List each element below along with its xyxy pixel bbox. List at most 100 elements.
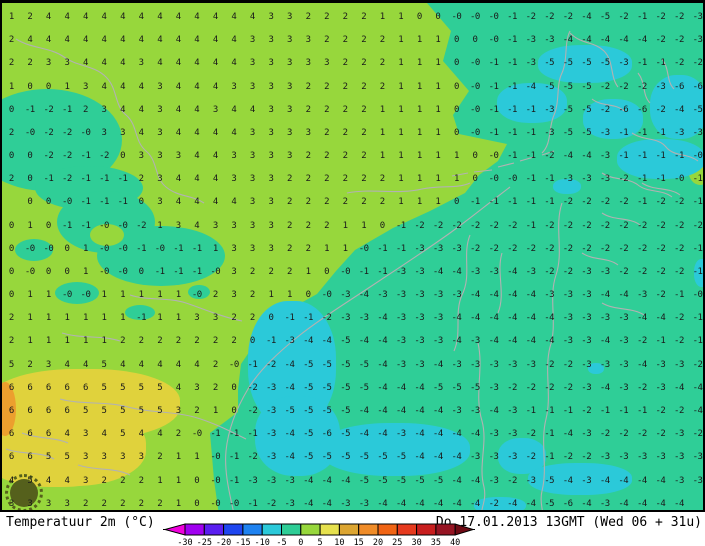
grid-value: 2: [324, 35, 330, 46]
grid-value: -4: [284, 382, 295, 393]
grid-value: 3: [287, 11, 292, 22]
grid-value: -5: [544, 475, 555, 486]
grid-value: 0: [194, 498, 200, 509]
grid-value: 1: [212, 406, 218, 417]
grid-value: -3: [581, 174, 592, 185]
colorbar-tick-label: -5: [276, 538, 286, 546]
grid-value: 2: [379, 35, 385, 46]
grid-value: -4: [414, 406, 425, 417]
grid-value: 4: [194, 58, 200, 69]
grid-value: 1: [453, 174, 459, 185]
grid-value: -1: [507, 11, 517, 22]
colorbar-tick-label: 40: [450, 538, 460, 546]
grid-row: 6 6 6 6 5 5 5 5 5 3 2 1 0 -2 -3 -5 -5 -5 -5 -4 -4 -4 -4 -4 -3 -3-…: [2, 399, 703, 422]
grid-value: 4: [64, 359, 70, 370]
grid-value: 4: [83, 58, 88, 69]
grid-value: -2: [507, 475, 517, 486]
grid-value: -3: [488, 475, 499, 486]
coastline-path: [451, 150, 555, 177]
grid-value: 0: [45, 266, 51, 277]
grid-value: -1: [228, 429, 239, 440]
grid-row: 0 0 -2 -2 -1 -2 0 3 3 3 4 4 3 3 3 3 2 2 2 2 1 1 1 1 1 0 -0 -1 -1 -2 -4…: [2, 144, 703, 167]
grid-value: -1: [525, 174, 536, 185]
grid-value: -5: [358, 452, 369, 463]
grid-value: -2: [655, 266, 666, 277]
grid-row: 6 6 6 6 6 5 5 5 5 4 3 2 0 -2 -3 -4 -5 -5 -5 -5 -4 -4 -4 -5 -5 -5-…: [2, 376, 703, 399]
grid-value: -5: [358, 382, 369, 393]
grid-value: -3: [451, 406, 462, 417]
grid-value: -4: [562, 475, 573, 486]
grid-value: -2: [674, 313, 684, 324]
grid-value: 0: [8, 243, 14, 254]
grid-value: -1: [228, 475, 239, 486]
grid-value: -1: [191, 266, 202, 277]
grid-value: 2: [342, 35, 348, 46]
grid-value: -3: [432, 243, 443, 254]
grid-value: 4: [249, 104, 255, 115]
grid-value: -0: [228, 498, 239, 509]
grid-value: -3: [655, 452, 666, 463]
grid-value: -2: [674, 336, 684, 347]
grid-value: -1: [655, 174, 666, 185]
grid-value: -3: [636, 452, 647, 463]
grid-value: -2: [674, 243, 684, 254]
grid-value: 2: [305, 151, 311, 162]
grid-value: 0: [453, 58, 459, 69]
grid-value: -1: [544, 429, 555, 440]
grid-row: 2 0 -1 -2 -1 -1 -1 2 3 4 4 4 3 3 3 2 2 2 2 2 2 1 1 1 1 0 -0 -0 -1 -1-…: [2, 168, 703, 191]
grid-value: -3: [618, 359, 629, 370]
grid-value: -2: [562, 452, 573, 463]
grid-value: -4: [618, 498, 629, 509]
grid-value: 4: [138, 127, 144, 138]
grid-value: 3: [8, 498, 14, 509]
grid-row: 0 0 -0 -1 -1 -1 0 3 4 4 4 4 3 3 2 2 2 2 2 2 1 1 1 0 -1 -1 -1 -1 -1 -2…: [2, 191, 703, 214]
grid-value: -3: [266, 406, 276, 417]
grid-value: -4: [451, 452, 462, 463]
grid-value: -0: [191, 290, 202, 301]
grid-value: 1: [287, 290, 292, 301]
grid-value: -1: [117, 174, 128, 185]
grid-value: -2: [544, 266, 555, 277]
grid-value: -4: [562, 151, 573, 162]
grid-value: 4: [45, 35, 51, 46]
grid-row: 2 2 3 3 4 4 4 3 4 4 4 4 4 3 3 3 3 3 2 2 2 1 1 1 0 -0 -1 -1 -3 -5 -5 -5-…: [2, 52, 703, 75]
grid-value: -3: [562, 313, 573, 324]
grid-value: 4: [175, 197, 181, 208]
grid-value: -5: [599, 58, 610, 69]
grid-value: 3: [231, 290, 237, 301]
grid-value: 1: [416, 151, 422, 162]
grid-value: 1: [398, 58, 404, 69]
grid-value: -3: [692, 452, 703, 463]
grid-value: -3: [470, 266, 480, 277]
grid-value: -4: [358, 406, 369, 417]
grid-value: -3: [414, 336, 425, 347]
grid-value: 1: [398, 104, 404, 115]
temperature-value-grid: 1 2 4 4 4 4 4 4 4 4 4 4 4 4 3 3 2 2 2 2 1 1 0 0 -0 -0 -0 -1 -2 -2 -2 -4…: [2, 3, 703, 510]
grid-value: -2: [636, 429, 647, 440]
grid-value: 1: [398, 35, 404, 46]
coastline-path: [601, 132, 699, 198]
grid-value: 2: [83, 498, 88, 509]
grid-value: -4: [692, 406, 703, 417]
grid-value: -4: [618, 475, 629, 486]
grid-value: 2: [138, 174, 144, 185]
grid-value: -3: [395, 313, 406, 324]
grid-value: -0: [470, 127, 480, 138]
grid-value: -1: [655, 58, 666, 69]
grid-value: 1: [27, 290, 33, 301]
grid-value: 1: [45, 313, 51, 324]
grid-value: 1: [175, 498, 181, 509]
grid-value: -2: [655, 290, 666, 301]
grid-value: 3: [175, 406, 181, 417]
grid-value: 4: [194, 220, 200, 231]
grid-value: 4: [194, 81, 200, 92]
grid-value: -3: [266, 429, 276, 440]
grid-value: -4: [655, 498, 666, 509]
grid-value: 1: [157, 313, 163, 324]
grid-value: -4: [395, 498, 406, 509]
grid-value: 4: [194, 35, 200, 46]
grid-value: 4: [231, 197, 237, 208]
grid-value: 5: [64, 452, 70, 463]
grid-value: -4: [525, 313, 536, 324]
